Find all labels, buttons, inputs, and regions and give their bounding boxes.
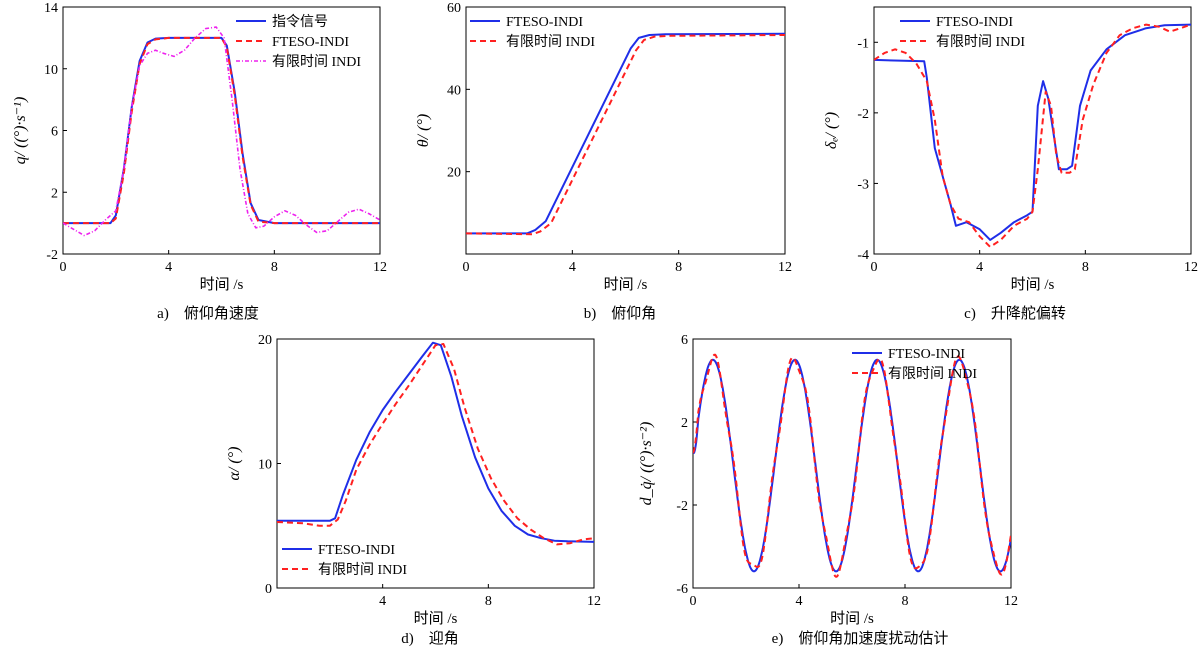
panel-caption: c) 升降舵偏转 — [964, 305, 1066, 322]
y-tick-label: 6 — [681, 333, 688, 348]
panel-c: 0 4 8 12 -4 -3 -2 -1 时间 /s δₑ/ (°) c) 升降舵偏转 FTESO-I… — [823, 6, 1198, 322]
y-tick-label: 60 — [447, 1, 461, 16]
y-tick-label: 40 — [447, 83, 461, 98]
x-tick-label: 0 — [463, 260, 470, 275]
x-tick-label: 4 — [165, 260, 172, 275]
series-line-1 — [466, 32, 785, 235]
panel-d: 4 8 12 0 10 20 时间 /s α/ (°) d) 迎角 FTESO-INDI 有限时间 … — [226, 333, 601, 647]
y-axis-label: θ/ (°) — [415, 114, 432, 147]
y-tick-label: 2 — [51, 186, 58, 201]
plot-frame — [465, 6, 786, 255]
x-axis-label: 时间 /s — [1011, 276, 1055, 293]
x-tick-label: 12 — [1004, 594, 1018, 609]
series-line-1 — [693, 358, 1011, 573]
x-tick-label: 8 — [1082, 260, 1089, 275]
x-tick-label: 4 — [379, 594, 386, 609]
y-tick-label: 14 — [44, 1, 58, 16]
legend-label: 有限时间 INDI — [888, 366, 977, 382]
panel-caption: e) 俯仰角加速度扰动估计 — [772, 630, 949, 647]
plot-frame — [692, 338, 1012, 589]
series-line-2 — [277, 343, 594, 546]
x-axis-label: 时间 /s — [414, 610, 458, 627]
x-tick-label: 0 — [871, 260, 878, 275]
legend-label: 有限时间 INDI — [272, 54, 361, 70]
legend-label: FTESO-INDI — [318, 543, 395, 558]
panel-caption: b) 俯仰角 — [584, 305, 657, 322]
legend-label: FTESO-INDI — [272, 35, 349, 50]
x-tick-label: 4 — [796, 594, 803, 609]
x-tick-label: 12 — [778, 260, 792, 275]
x-axis-label: 时间 /s — [830, 610, 874, 627]
y-tick-label: -2 — [46, 248, 58, 263]
x-axis-label: 时间 /s — [200, 276, 244, 293]
series-line-2 — [466, 34, 785, 236]
x-tick-label: 8 — [485, 594, 492, 609]
y-tick-label: -2 — [676, 499, 688, 514]
x-tick-label: 0 — [60, 260, 67, 275]
y-tick-label: -4 — [857, 248, 869, 263]
x-tick-label: 4 — [569, 260, 576, 275]
y-axis-label: q/ ((°)·s⁻¹) — [12, 97, 29, 165]
legend: FTESO-INDI 有限时间 INDI — [852, 347, 977, 382]
legend-label: FTESO-INDI — [936, 15, 1013, 30]
legend-label: 有限时间 INDI — [506, 34, 595, 50]
legend-label: 有限时间 INDI — [936, 34, 1025, 50]
series-line-1 — [874, 23, 1191, 241]
plot-frame — [873, 6, 1192, 255]
panel-b: 0 4 8 12 20 40 60 时间 /s θ/ (°) b) 俯仰角 FTESO-INDI 有限… — [415, 1, 792, 322]
x-tick-label: 0 — [690, 594, 697, 609]
legend: FTESO-INDI 有限时间 INDI — [470, 15, 595, 50]
legend-label: 指令信号 — [272, 14, 328, 30]
y-tick-label: 0 — [265, 582, 272, 597]
y-axis-label: d_q̇/ ((°)·s⁻²) — [638, 422, 655, 506]
y-tick-label: -1 — [857, 36, 869, 51]
x-tick-label: 8 — [271, 260, 278, 275]
y-tick-label: 20 — [258, 333, 272, 348]
y-tick-label: 10 — [44, 63, 58, 78]
panel-e: 0 4 8 12 -6 -2 2 6 时间 /s d_q̇/ ((°)·s⁻²) e) 俯仰角加速度… — [638, 333, 1018, 647]
y-tick-label: 6 — [51, 125, 58, 140]
x-axis-label: 时间 /s — [604, 276, 648, 293]
x-tick-label: 4 — [976, 260, 983, 275]
legend: 指令信号 FTESO-INDI 有限时间 INDI — [236, 14, 361, 70]
x-tick-label: 12 — [1184, 260, 1198, 275]
legend-label: 有限时间 INDI — [318, 562, 407, 578]
y-tick-label: 10 — [258, 458, 272, 473]
series-line-2 — [693, 353, 1011, 578]
x-tick-label: 12 — [373, 260, 387, 275]
panel-a: 0 4 8 12 -2 2 6 10 14 时间 /s q/ ((°)·s⁻¹) a) 俯仰角速度 指令… — [12, 1, 387, 322]
series-line-2 — [63, 36, 380, 225]
x-tick-label: 8 — [675, 260, 682, 275]
legend-label: FTESO-INDI — [888, 347, 965, 362]
y-tick-label: -3 — [857, 177, 869, 192]
y-tick-label: -6 — [676, 582, 688, 597]
panel-caption: d) 迎角 — [401, 630, 459, 647]
series-line-1 — [277, 341, 594, 543]
series-line-2 — [874, 23, 1191, 248]
legend: FTESO-INDI 有限时间 INDI — [282, 543, 407, 578]
panel-caption: a) 俯仰角速度 — [157, 305, 259, 322]
y-axis-label: α/ (°) — [226, 447, 243, 481]
legend: FTESO-INDI 有限时间 INDI — [900, 15, 1025, 50]
y-tick-label: 20 — [447, 166, 461, 181]
x-tick-label: 12 — [587, 594, 601, 609]
x-tick-label: 8 — [902, 594, 909, 609]
y-tick-label: -2 — [857, 107, 869, 122]
y-axis-label: δₑ/ (°) — [823, 112, 840, 149]
y-tick-label: 2 — [681, 416, 688, 431]
legend-label: FTESO-INDI — [506, 15, 583, 30]
